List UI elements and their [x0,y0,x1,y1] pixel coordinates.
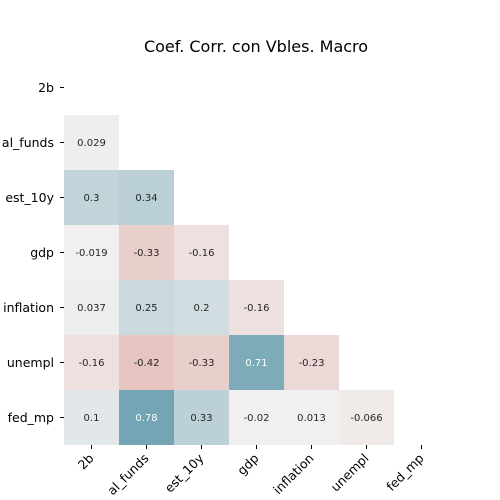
cell-value-label: -0.019 [75,248,107,259]
chart-title: Coef. Corr. con Vbles. Macro [144,37,368,56]
y-tick-label: est_10y [5,190,54,205]
heatmap-cell [64,390,119,445]
y-tick-label: fed_mp [8,410,54,425]
heatmap-cell [64,280,119,335]
heatmap-cell [174,280,229,335]
heatmap-cell [229,390,284,445]
x-tick-label: fed_mp [383,450,426,493]
cell-value-label: 0.037 [77,303,106,314]
heatmap-cell [119,225,174,280]
cell-value-label: -0.33 [134,248,160,259]
heatmap-cell [284,335,339,390]
heatmap-cell [284,390,339,445]
cell-value-label: -0.23 [299,358,325,369]
cell-value-label: -0.02 [244,413,270,424]
x-tick-label: inflation [270,451,317,498]
cell-value-label: -0.16 [244,303,270,314]
x-tick-label: al_funds [104,451,151,498]
heatmap-cell [174,335,229,390]
cell-value-label: 0.029 [77,138,106,149]
x-tick-label: gdp [234,450,261,477]
heatmap-cell [119,335,174,390]
heatmap-cell [64,225,119,280]
cell-value-label: 0.2 [194,303,210,314]
heatmap-cell [119,170,174,225]
heatmap-cell [119,280,174,335]
x-tick-label: est_10y [162,450,207,495]
cell-value-label: -0.16 [189,248,215,259]
x-tick-label: unempl [328,451,372,495]
cell-value-label: -0.42 [134,358,160,369]
cell-value-label: 0.34 [135,193,157,204]
heatmap-cell [229,335,284,390]
x-axis: 2b al_funds est_10y gdp inflation unempl fed_m… [75,445,427,498]
cell-value-label: 0.1 [84,413,100,424]
cell-value-label: 0.71 [245,358,267,369]
x-tick-label: 2b [75,450,97,472]
heatmap-cell [339,390,394,445]
heatmap-cell [64,335,119,390]
cell-value-label: -0.33 [189,358,215,369]
heatmap-cell [64,115,119,170]
heatmap-cell [229,280,284,335]
cell-value-label: -0.066 [350,413,382,424]
y-tick-label: 2b [38,80,54,95]
y-tick-label: gdp [30,245,54,260]
heatmap-cells: 0.029 0.3 0.34 -0.019 -0.33 -0.16 0.037 0.25 0.2… [64,115,394,445]
cell-value-label: 0.33 [190,413,212,424]
heatmap-cell [174,225,229,280]
cell-value-label: 0.3 [84,193,100,204]
y-tick-label: al_funds [2,135,54,150]
heatmap-cell [64,170,119,225]
y-tick-label: inflation [3,300,54,315]
cell-value-label: 0.013 [297,413,326,424]
cell-value-label: -0.16 [79,358,105,369]
cell-value-label: 0.78 [135,413,157,424]
heatmap-cell [174,390,229,445]
heatmap-cell [119,390,174,445]
cell-value-label: 0.25 [135,303,157,314]
y-tick-label: unempl [7,355,54,370]
